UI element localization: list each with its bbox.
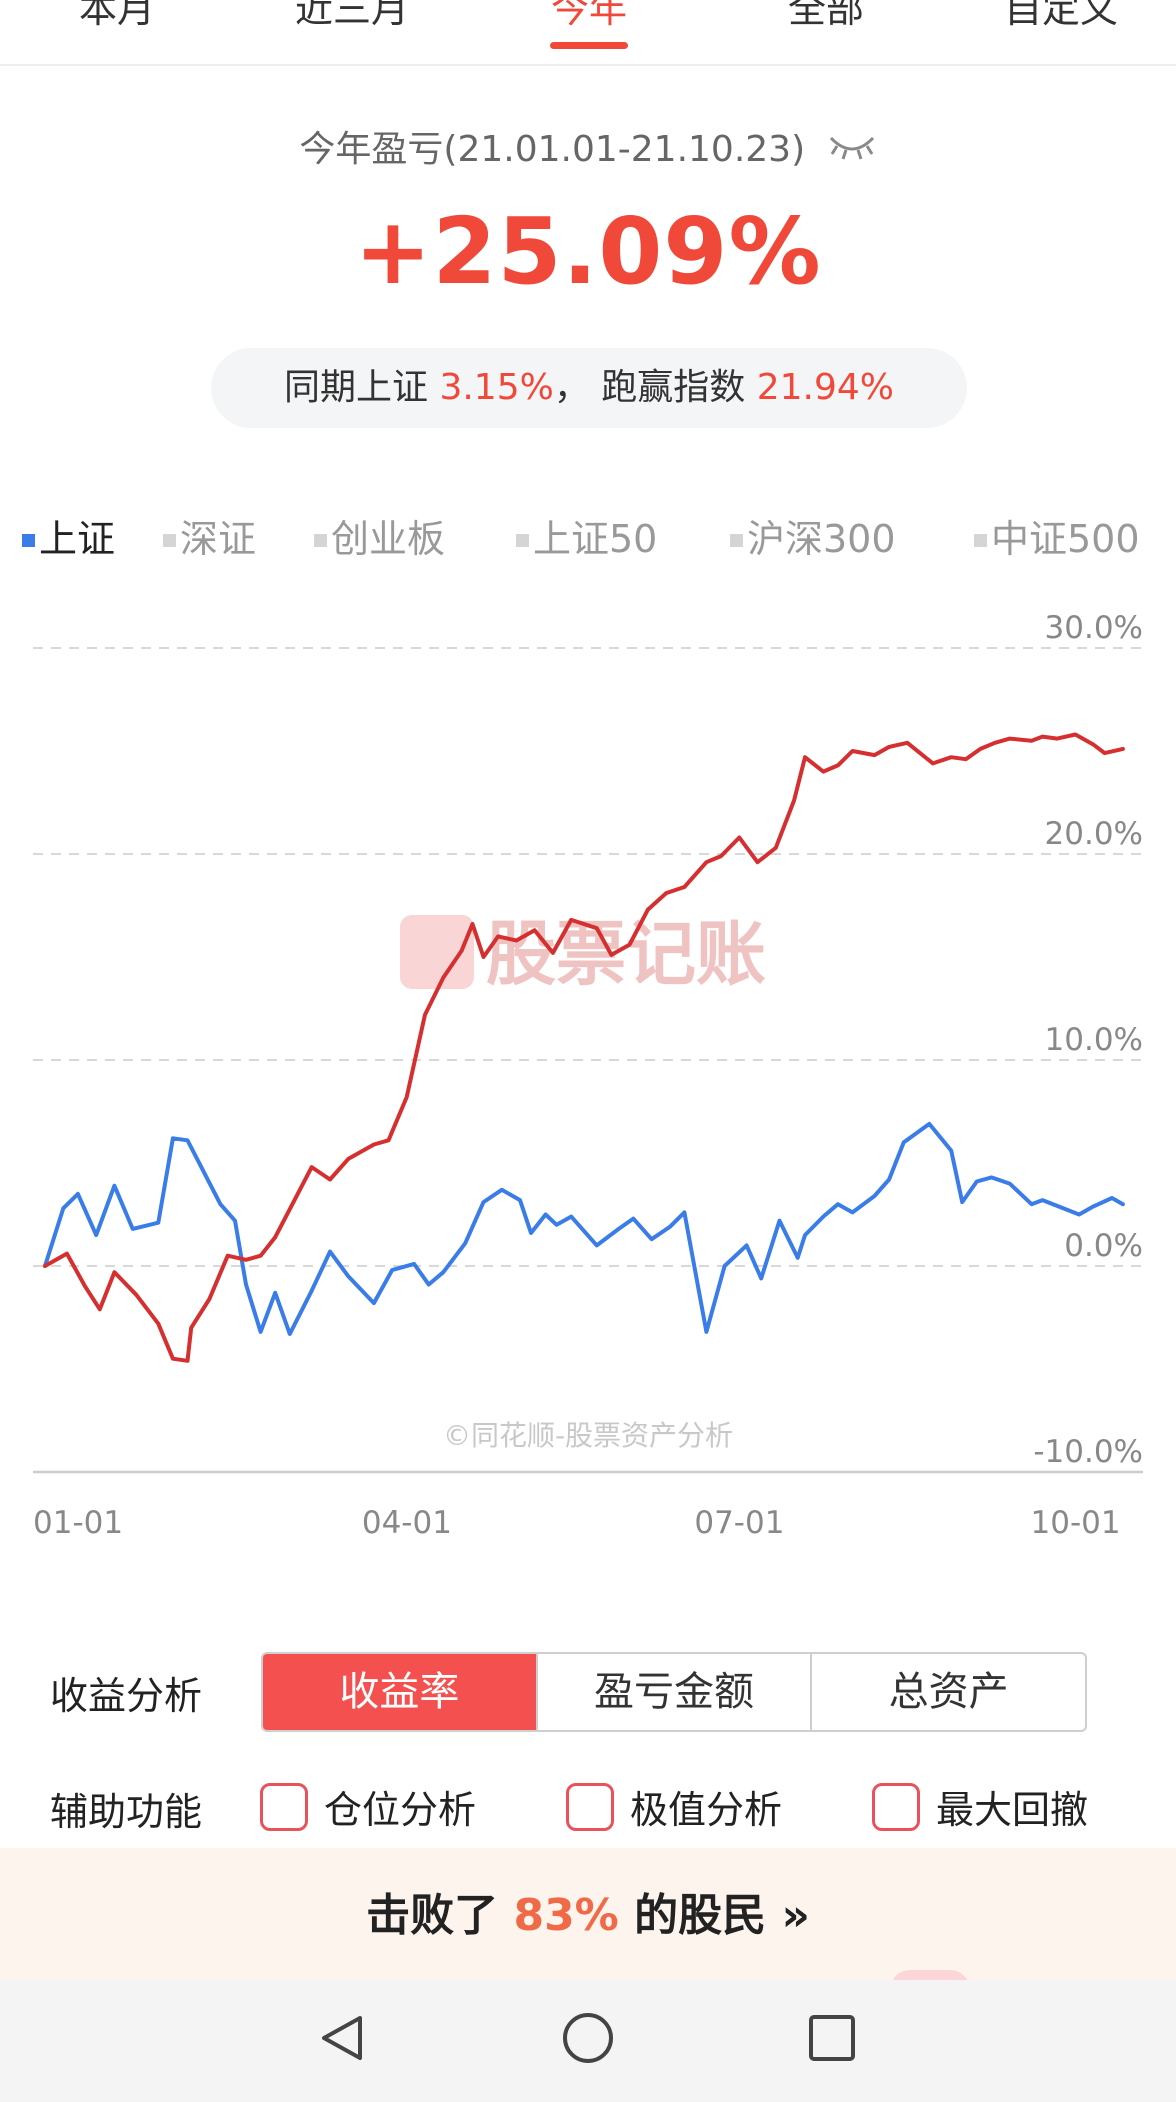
period-tabbar: 本月 近三月 今年 全部 自定义 [0,0,1176,66]
rank-percentage: 83% [513,1890,619,1941]
recents-icon[interactable] [792,1998,872,2078]
x-tick-label: 01-01 [33,1505,123,1541]
analysis-segmented-control: 收益率 盈亏金额 总资产 [261,1652,1087,1732]
y-tick-label: 0.0% [1064,1228,1143,1264]
checkbox-box[interactable] [260,1782,308,1831]
double-chevron-right-icon: » [781,1890,810,1941]
compare-beat-pct: 21.94% [756,367,895,408]
compare-prefix: 同期上证 [283,367,428,408]
rank-banner-text: 击败了 83% 的股民 » [366,1890,810,1941]
tab-all[interactable]: 全部 [787,0,865,31]
analysis-label: 收益分析 [50,1674,203,1718]
legend-item-zz500[interactable]: 中证500 [974,508,1140,563]
eye-closed-icon[interactable] [827,130,877,173]
active-tab-indicator [550,42,628,49]
segment-profit-amount[interactable]: 盈亏金额 [538,1654,813,1730]
index-compare-pill: 同期上证 3.15%， 跑赢指数 21.94% [211,348,967,428]
legend-item-cyb[interactable]: 创业板 [314,508,445,563]
back-icon[interactable] [302,1998,382,2078]
watermark-text: 股票记账 [486,913,766,995]
compare-beat-label: 跑赢指数 [601,367,746,408]
series-line [43,732,1125,1363]
x-tick-label: 10-01 [1031,1505,1121,1541]
compare-separator: ， [553,367,590,408]
period-header: 今年盈亏(21.01.01-21.10.23) [0,120,1176,173]
y-tick-label: 10.0% [1045,1022,1143,1058]
checkbox-max-drawdown[interactable]: 最大回撤 [872,1779,1088,1832]
chart-source-note: ©同花顺-股票资产分析 [443,1419,733,1452]
checkbox-box[interactable] [566,1782,614,1831]
y-tick-label: 20.0% [1045,816,1143,852]
series-line [43,1121,1125,1336]
x-tick-label: 07-01 [694,1505,784,1541]
watermark-logo-icon [400,915,474,989]
segment-total-assets[interactable]: 总资产 [888,1669,1009,1715]
legend-item-sh[interactable]: 上证 [22,508,115,563]
system-navbar [0,1980,1176,2102]
y-tick-label: -10.0% [1033,1434,1143,1470]
home-icon[interactable] [548,1998,628,2078]
tab-custom[interactable]: 自定义 [1003,0,1119,31]
checkbox-position-analysis[interactable]: 仓位分析 [260,1779,476,1832]
index-legend: 上证 深证 创业板 上证50 沪深300 中证500 [0,508,1176,561]
aux-label: 辅助功能 [50,1790,203,1834]
legend-item-sz[interactable]: 深证 [163,508,256,563]
segment-return-rate[interactable]: 收益率 [263,1654,538,1730]
tab-this-month[interactable]: 本月 [78,0,156,31]
x-tick-label: 04-01 [362,1505,452,1541]
rank-banner[interactable]: 击败了 83% 的股民 » [0,1848,1176,1990]
return-chart[interactable]: 30.0% 20.0% 10.0% 0.0% -10.0% 01-01 04-01 07-01… [0,600,1176,1560]
checkbox-extreme-analysis[interactable]: 极值分析 [566,1779,782,1832]
legend-item-hs300[interactable]: 沪深300 [730,508,896,563]
y-tick-label: 30.0% [1045,610,1143,646]
legend-item-sz50[interactable]: 上证50 [516,508,657,563]
tab-this-year[interactable]: 今年 [550,0,628,31]
compare-index-pct: 3.15% [439,367,554,408]
period-label: 今年盈亏(21.01.01-21.10.23) [299,129,806,170]
return-percentage: +25.09% [354,198,822,305]
tab-three-months[interactable]: 近三月 [294,0,410,31]
checkbox-box[interactable] [872,1782,920,1831]
watermark-logo [400,915,474,989]
